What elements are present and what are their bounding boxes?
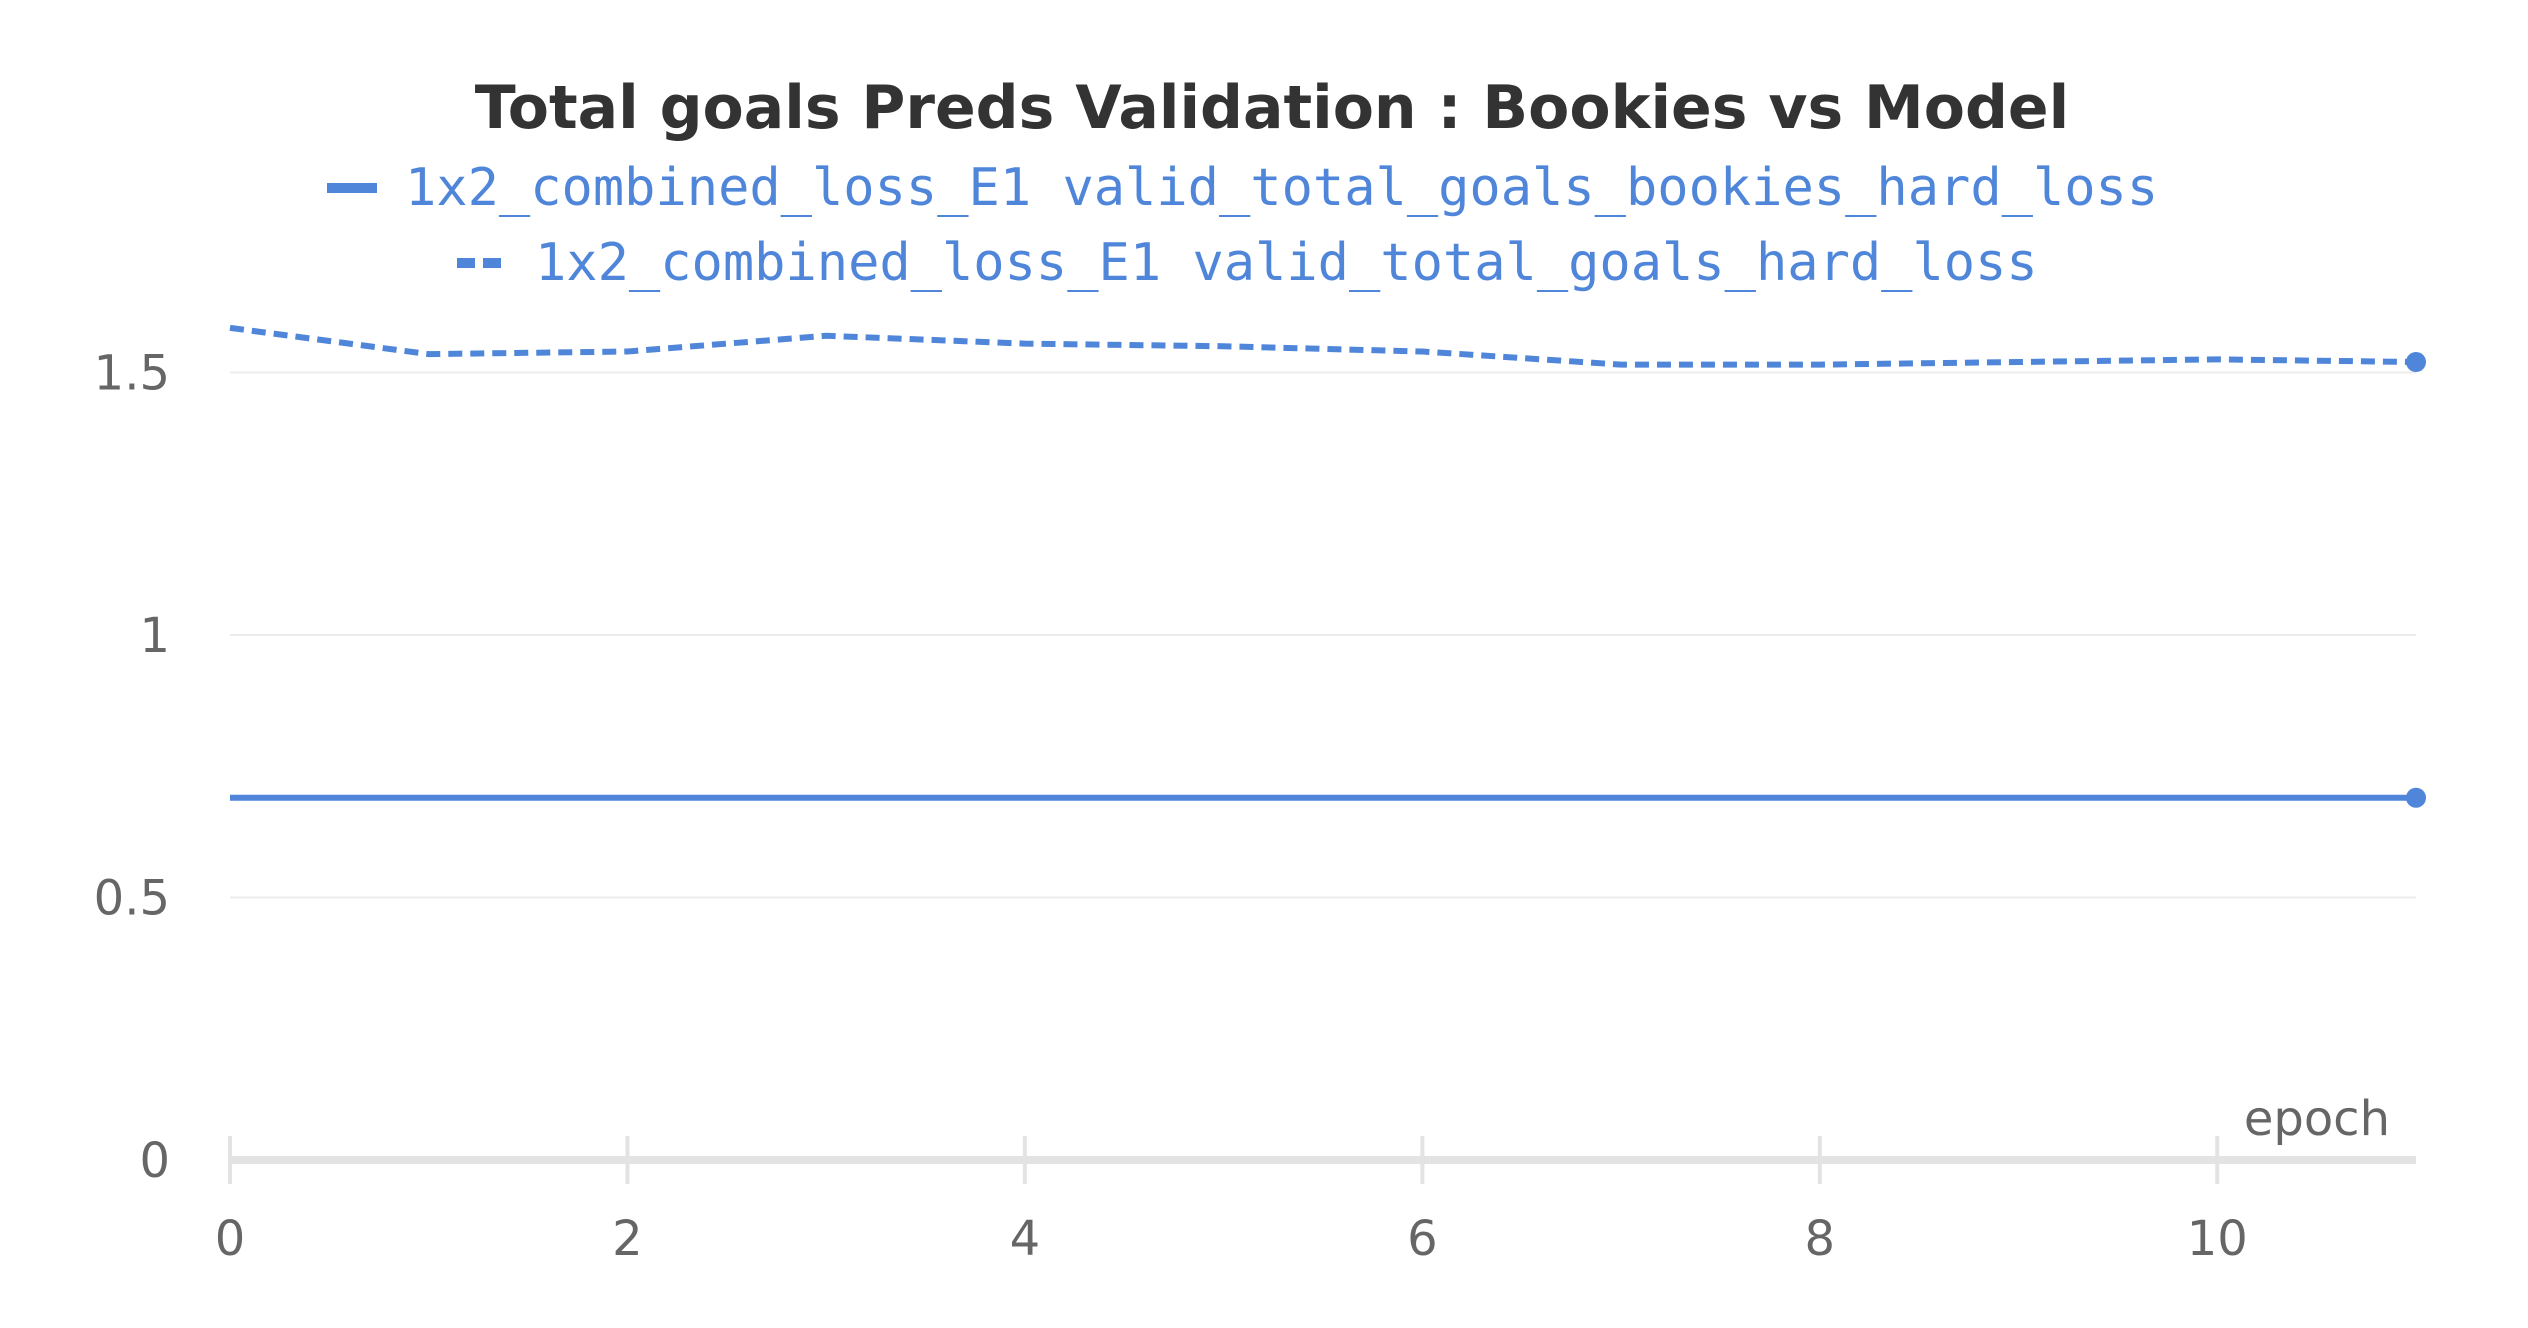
legend-item-model[interactable]: 1x2_combined_loss_E1 valid_total_goals_h… (457, 233, 2038, 293)
series-endpoint-bookies (2406, 787, 2426, 808)
y-axis: 0 0.5 1 1.5 (94, 346, 170, 1190)
series-lines (229, 324, 2426, 808)
x-axis-title: epoch (2244, 1091, 2390, 1147)
x-tick-label: 10 (2187, 1211, 2248, 1267)
y-tick-label: 0.5 (94, 871, 170, 927)
y-tick-label: 0 (139, 1133, 170, 1189)
legend-item-bookies[interactable]: 1x2_combined_loss_E1 valid_total_goals_b… (327, 158, 2158, 218)
x-tick-label: 6 (1407, 1211, 1438, 1267)
y-tick-label: 1 (139, 608, 170, 664)
x-tick-label: 0 (215, 1211, 246, 1267)
x-tick-label: 2 (612, 1211, 643, 1267)
x-tick-label: 8 (1805, 1211, 1836, 1267)
legend-label-model: 1x2_combined_loss_E1 valid_total_goals_h… (535, 233, 2038, 293)
series-line-model (229, 324, 2417, 368)
legend-label-bookies: 1x2_combined_loss_E1 valid_total_goals_b… (405, 158, 2158, 218)
x-axis: 0 2 4 6 8 10 (215, 1136, 2416, 1267)
grid-lines (230, 371, 2416, 899)
x-tick-label: 4 (1010, 1211, 1041, 1267)
series-endpoint-model (2406, 352, 2426, 372)
chart-title: Total goals Preds Validation : Bookies v… (475, 73, 2069, 143)
legend: 1x2_combined_loss_E1 valid_total_goals_b… (327, 158, 2158, 293)
y-tick-label: 1.5 (94, 346, 170, 402)
